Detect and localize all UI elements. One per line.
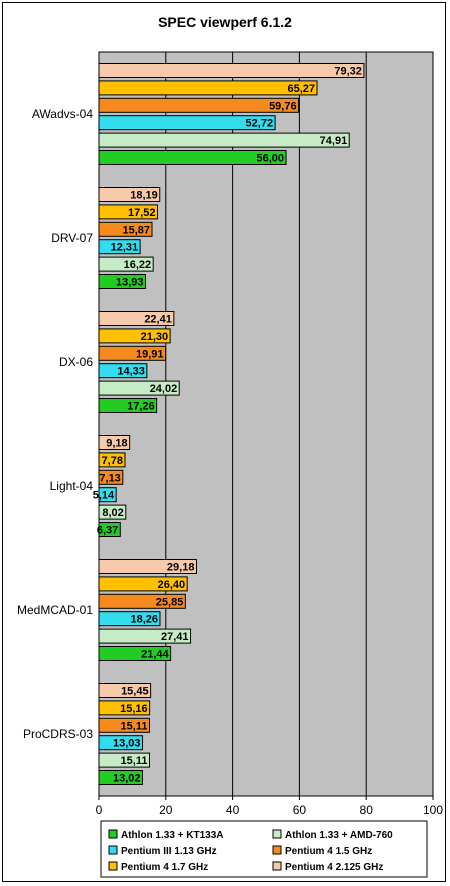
category-label: Light-04 xyxy=(50,479,94,493)
bar-value-label: 14,33 xyxy=(117,366,145,378)
tick-label: 60 xyxy=(293,803,307,817)
bar-value-label: 21,30 xyxy=(141,331,169,343)
legend: Athlon 1.33 + KT133A Athlon 1.33 + AMD-76… xyxy=(100,820,428,878)
legend-swatch xyxy=(272,861,282,871)
legend-box xyxy=(100,820,428,878)
legend-swatch xyxy=(108,829,118,839)
plot-area xyxy=(98,51,434,797)
bar-value-label: 13,93 xyxy=(116,277,144,289)
bar-value-label: 9,18 xyxy=(106,438,127,450)
bar-value-label: 6,37 xyxy=(97,525,118,537)
category-labels: AWadvs-04 DRV-07 DX-06 Light-04 MedMCAD-01 Pr… xyxy=(17,107,93,741)
bar-value-label: 5,14 xyxy=(93,490,115,502)
bar-value-label: 15,11 xyxy=(121,720,148,732)
x-axis-ticks: 0 20 40 60 80 100 xyxy=(96,52,443,817)
tick-label: 100 xyxy=(423,803,443,817)
bar-value-label: 17,52 xyxy=(128,207,156,219)
bars-group: 79,32 65,27 59,76 52,72 74,91 56,00 18,19 17,52… xyxy=(93,63,365,785)
bar-value-label: 22,41 xyxy=(144,314,172,326)
bar-value-label: 56,00 xyxy=(257,153,285,165)
bar-value-label: 21,44 xyxy=(141,649,169,661)
bar-value-label: 13,02 xyxy=(113,773,141,785)
bar-value-label: 15,11 xyxy=(121,755,148,767)
bar-value-label: 59,76 xyxy=(269,100,297,112)
bar-value-label: 18,19 xyxy=(130,190,158,202)
bar-value-label: 79,32 xyxy=(334,66,362,78)
bar-value-label: 19,91 xyxy=(136,348,164,360)
bar-value-label: 25,85 xyxy=(156,596,184,608)
legend-label: Pentium 4 1.5 GHz xyxy=(285,846,372,857)
legend-swatch xyxy=(272,845,282,855)
category-label: MedMCAD-01 xyxy=(17,603,93,617)
bar-value-label: 52,72 xyxy=(246,118,274,130)
bar xyxy=(98,132,350,148)
bar-value-label: 7,13 xyxy=(99,472,120,484)
chart-title: SPEC viewperf 6.1.2 xyxy=(158,14,292,30)
legend-label: Pentium 4 2.125 GHz xyxy=(285,862,383,873)
bar-value-label: 17,26 xyxy=(127,401,155,413)
bar xyxy=(98,80,318,96)
legend-swatch xyxy=(108,861,118,871)
bar-value-label: 65,27 xyxy=(287,83,315,95)
bar-value-label: 8,02 xyxy=(102,507,123,519)
bar-value-label: 18,26 xyxy=(130,614,158,626)
category-label: DRV-07 xyxy=(51,231,93,245)
tick-label: 0 xyxy=(96,803,103,817)
plot-background xyxy=(98,51,434,797)
bar-value-label: 7,78 xyxy=(102,455,123,467)
bar-value-label: 13,03 xyxy=(113,738,141,750)
bar-value-label: 15,87 xyxy=(122,224,150,236)
bar-value-label: 16,22 xyxy=(124,259,152,271)
bar-value-label: 26,40 xyxy=(158,579,186,591)
bar-chart: SPEC viewperf 6.1.2 79,32 65,27 59,76 52,72… xyxy=(17,14,443,878)
category-label: AWadvs-04 xyxy=(32,107,93,121)
bar-value-label: 27,41 xyxy=(161,631,189,643)
legend-label: Athlon 1.33 + AMD-760 xyxy=(285,830,393,841)
legend-swatch xyxy=(108,845,118,855)
tick-label: 80 xyxy=(360,803,374,817)
bar-value-label: 74,91 xyxy=(320,135,348,147)
bar xyxy=(98,63,365,78)
legend-swatch xyxy=(272,829,282,839)
tick-label: 20 xyxy=(159,803,173,817)
bar-value-label: 12,31 xyxy=(111,242,139,254)
chart-frame: SPEC viewperf 6.1.2 79,32 65,27 59,76 52,72… xyxy=(2,2,446,882)
bar-value-label: 15,45 xyxy=(121,686,149,698)
bar-value-label: 29,18 xyxy=(167,562,195,574)
bar-value-label: 15,16 xyxy=(120,703,148,715)
category-label: ProCDRS-03 xyxy=(23,727,93,741)
tick-label: 40 xyxy=(226,803,240,817)
bar-value-label: 24,02 xyxy=(150,383,178,395)
category-label: DX-06 xyxy=(59,355,93,369)
legend-label: Pentium 4 1.7 GHz xyxy=(121,862,208,873)
legend-label: Pentium III 1.13 GHz xyxy=(121,846,217,857)
legend-label: Athlon 1.33 + KT133A xyxy=(121,830,224,841)
